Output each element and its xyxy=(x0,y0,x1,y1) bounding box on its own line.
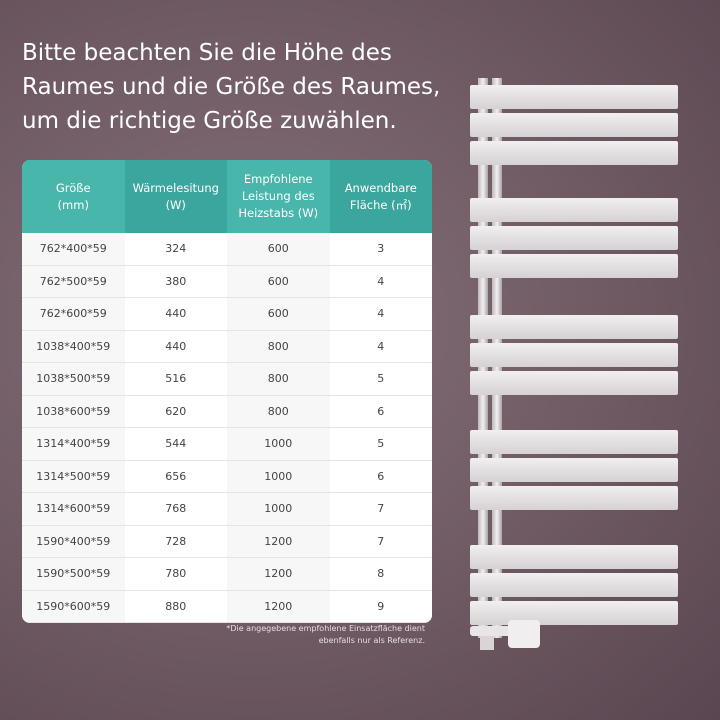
table-cell: 1038*500*59 xyxy=(22,362,125,396)
table-cell: 800 xyxy=(227,362,330,396)
table-cell: 1590*500*59 xyxy=(22,557,125,591)
header-cell: Anwendbare Fläche (㎡) xyxy=(329,160,432,233)
header-cell: Wärmelesitung (W) xyxy=(124,160,227,233)
panel xyxy=(470,545,678,569)
table-cell: 728 xyxy=(124,525,227,558)
panel xyxy=(470,343,678,367)
table-cell: 1200 xyxy=(227,590,330,623)
table-cell: 800 xyxy=(227,395,330,428)
footnote: *Die angegebene empfohlene Einsatzfläche… xyxy=(226,624,425,645)
table-cell: 4 xyxy=(329,330,432,363)
table-cell: 600 xyxy=(227,233,330,266)
panel xyxy=(470,458,678,482)
panel xyxy=(470,315,678,339)
table-cell: 7 xyxy=(329,525,432,558)
panel xyxy=(470,601,678,625)
panel xyxy=(470,486,678,510)
table-cell: 600 xyxy=(227,297,330,331)
table-cell: 516 xyxy=(124,362,227,396)
table-cell: 544 xyxy=(124,427,227,461)
panel xyxy=(470,85,678,109)
table-cell: 880 xyxy=(124,590,227,623)
table-cell: 656 xyxy=(124,460,227,493)
table-cell: 4 xyxy=(329,297,432,331)
table-cell: 1200 xyxy=(227,557,330,591)
table-cell: 1000 xyxy=(227,460,330,493)
table-row: 1038*600*59 620 800 6 xyxy=(22,395,432,428)
table-cell: 5 xyxy=(329,362,432,396)
table-cell: 1590*600*59 xyxy=(22,590,125,623)
table-row: 1590*600*59 880 1200 9 xyxy=(22,590,432,623)
table-cell: 7 xyxy=(329,492,432,526)
table-cell: 762*500*59 xyxy=(22,265,125,298)
table-cell: 9 xyxy=(329,590,432,623)
table-cell: 1038*400*59 xyxy=(22,330,125,363)
table-cell: 762*600*59 xyxy=(22,297,125,331)
table-row: 1038*500*59 516 800 5 xyxy=(22,362,432,396)
panel xyxy=(470,113,678,137)
table-cell: 440 xyxy=(124,330,227,363)
table-cell: 1590*400*59 xyxy=(22,525,125,558)
panel xyxy=(470,141,678,165)
table-cell: 5 xyxy=(329,427,432,461)
table-cell: 800 xyxy=(227,330,330,363)
panel xyxy=(470,573,678,597)
panel xyxy=(470,198,678,222)
table-row: 1314*400*59 544 1000 5 xyxy=(22,427,432,461)
panel xyxy=(470,254,678,278)
panels xyxy=(470,85,678,625)
table-row: 1590*500*59 780 1200 8 xyxy=(22,557,432,591)
header-cell: Empfohlene Leistung des Heizstabs (W) xyxy=(227,160,330,233)
table-row: 1038*400*59 440 800 4 xyxy=(22,330,432,363)
table-cell: 1000 xyxy=(227,427,330,461)
table-cell: 780 xyxy=(124,557,227,591)
table-cell: 1200 xyxy=(227,525,330,558)
table-row: 762*400*59 324 600 3 xyxy=(22,233,432,266)
table-cell: 768 xyxy=(124,492,227,526)
table-cell: 4 xyxy=(329,265,432,298)
table-row: 1314*600*59 768 1000 7 xyxy=(22,492,432,526)
table-body: 762*400*59 324 600 3 762*500*59 380 600 4 762*60… xyxy=(22,233,432,623)
table-cell: 1000 xyxy=(227,492,330,526)
table-row: 762*600*59 440 600 4 xyxy=(22,297,432,331)
table-cell: 1314*500*59 xyxy=(22,460,125,493)
table-cell: 600 xyxy=(227,265,330,298)
table-cell: 620 xyxy=(124,395,227,428)
table-cell: 6 xyxy=(329,460,432,493)
table: Größe (mm) Wärmelesitung (W) Empfohlene Le… xyxy=(22,160,432,623)
table-row: 1590*400*59 728 1200 7 xyxy=(22,525,432,558)
table-cell: 1038*600*59 xyxy=(22,395,125,428)
table-row: 1314*500*59 656 1000 6 xyxy=(22,460,432,493)
title: Bitte beachten Sie die Höhe des Raumes u… xyxy=(22,40,441,134)
header-cell: Größe (mm) xyxy=(22,160,125,233)
panel xyxy=(470,371,678,395)
table-cell: 1314*400*59 xyxy=(22,427,125,461)
table-cell: 1314*600*59 xyxy=(22,492,125,526)
table-cell: 324 xyxy=(124,233,227,266)
table-cell: 762*400*59 xyxy=(22,233,125,266)
radiator xyxy=(470,78,678,650)
table-cell: 440 xyxy=(124,297,227,331)
valve xyxy=(508,620,540,648)
table-cell: 3 xyxy=(329,233,432,266)
table-cell: 6 xyxy=(329,395,432,428)
table-row: 762*500*59 380 600 4 xyxy=(22,265,432,298)
panel xyxy=(470,226,678,250)
panel xyxy=(470,430,678,454)
header-row: Größe (mm) Wärmelesitung (W) Empfohlene Le… xyxy=(22,160,432,233)
table-cell: 380 xyxy=(124,265,227,298)
table-cell: 8 xyxy=(329,557,432,591)
valve xyxy=(480,636,494,650)
spec-table: Größe (mm) Wärmelesitung (W) Empfohlene Le… xyxy=(22,160,432,623)
